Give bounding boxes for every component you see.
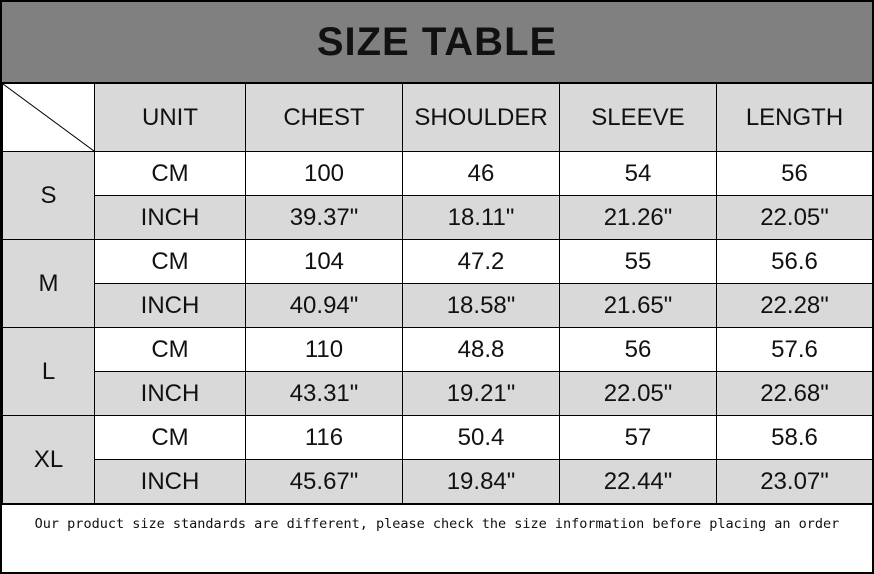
header-shoulder: SHOULDER [402, 83, 560, 152]
value-cell: 18.58" [402, 283, 560, 328]
unit-cell: CM [94, 327, 246, 372]
value-cell: 19.84" [402, 459, 560, 504]
value-cell: 22.68" [716, 371, 873, 416]
header-unit: UNIT [94, 83, 246, 152]
table-row: L CM 110 48.8 56 57.6 [2, 327, 873, 416]
table-row: INCH 40.94" 18.58" 21.65" 22.28" [3, 283, 873, 328]
value-cell: 104 [245, 239, 403, 284]
size-label: L [2, 327, 95, 416]
table-row: M CM 104 47.2 55 56.6 [2, 239, 873, 328]
value-cell: 23.07" [716, 459, 873, 504]
table-row: INCH 39.37" 18.11" 21.26" 22.05" [3, 195, 873, 240]
value-cell: 58.6 [716, 415, 873, 460]
value-cell: 56 [559, 327, 717, 372]
header-sleeve: SLEEVE [559, 83, 717, 152]
page-title: SIZE TABLE [2, 2, 872, 83]
value-cell: 21.65" [559, 283, 717, 328]
unit-cell: CM [94, 415, 246, 460]
value-cell: 47.2 [402, 239, 560, 284]
unit-cell: INCH [94, 371, 246, 416]
value-cell: 57.6 [716, 327, 873, 372]
header-row: UNIT CHEST SHOULDER SLEEVE LENGTH [2, 83, 873, 152]
value-cell: 45.67" [245, 459, 403, 504]
unit-cell: CM [94, 151, 246, 196]
value-cell: 100 [245, 151, 403, 196]
value-cell: 22.44" [559, 459, 717, 504]
value-cell: 40.94" [245, 283, 403, 328]
header-chest: CHEST [245, 83, 403, 152]
unit-cell: INCH [94, 283, 246, 328]
value-cell: 110 [245, 327, 403, 372]
table-row: S CM 100 46 54 56 [2, 151, 873, 240]
value-cell: 22.28" [716, 283, 873, 328]
unit-cell: INCH [94, 195, 246, 240]
value-cell: 21.26" [559, 195, 717, 240]
value-cell: 57 [559, 415, 717, 460]
size-label: S [2, 151, 95, 240]
unit-cell: INCH [94, 459, 246, 504]
value-cell: 19.21" [402, 371, 560, 416]
value-cell: 116 [245, 415, 403, 460]
value-cell: 56.6 [716, 239, 873, 284]
value-cell: 55 [559, 239, 717, 284]
table-row: INCH 43.31" 19.21" 22.05" 22.68" [3, 371, 873, 416]
diagonal-line-icon [3, 84, 94, 151]
value-cell: 43.31" [245, 371, 403, 416]
size-table: UNIT CHEST SHOULDER SLEEVE LENGTH S CM 100… [2, 83, 873, 504]
value-cell: 22.05" [716, 195, 873, 240]
value-cell: 39.37" [245, 195, 403, 240]
header-length: LENGTH [716, 83, 873, 152]
value-cell: 18.11" [402, 195, 560, 240]
size-label: M [2, 239, 95, 328]
value-cell: 50.4 [402, 415, 560, 460]
value-cell: 56 [716, 151, 873, 196]
footer-note: Our product size standards are different… [2, 504, 872, 574]
table-row: INCH 45.67" 19.84" 22.44" 23.07" [3, 459, 873, 504]
size-label: XL [2, 415, 95, 504]
value-cell: 48.8 [402, 327, 560, 372]
unit-cell: CM [94, 239, 246, 284]
corner-cell [2, 83, 95, 152]
table-row: XL CM 116 50.4 57 58.6 [2, 415, 873, 504]
value-cell: 22.05" [559, 371, 717, 416]
value-cell: 46 [402, 151, 560, 196]
value-cell: 54 [559, 151, 717, 196]
